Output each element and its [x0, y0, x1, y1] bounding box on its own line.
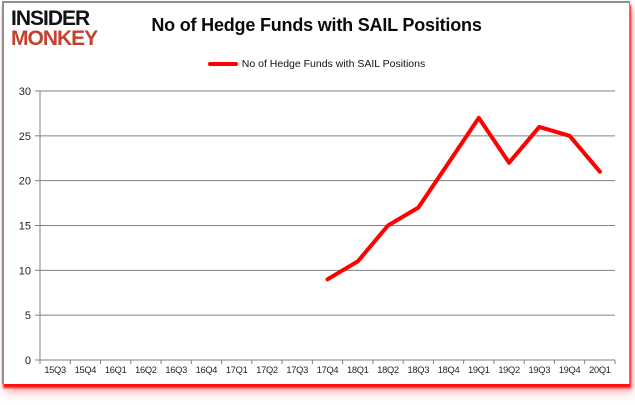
legend-label: No of Hedge Funds with SAIL Positions: [241, 58, 426, 70]
x-axis-label: 17Q4: [317, 365, 339, 375]
y-axis-label: 25: [19, 131, 31, 143]
legend: No of Hedge Funds with SAIL Positions: [4, 58, 629, 70]
y-axis-label: 30: [19, 86, 31, 98]
y-axis-label: 15: [19, 221, 31, 233]
x-axis-label: 19Q2: [498, 365, 520, 375]
x-axis-label: 18Q1: [347, 365, 369, 375]
y-axis-label: 20: [19, 176, 31, 188]
x-axis-label: 19Q3: [529, 365, 551, 375]
y-axis-label: 0: [25, 355, 31, 367]
chart-card: 0 5 10 15 20 25 30 15Q3 15Q4 16Q1 16Q2 16Q3 16Q4 17Q1…: [2, 1, 630, 384]
x-axis-label: 18Q3: [408, 365, 430, 375]
chart-title: No of Hedge Funds with SAIL Positions: [151, 15, 482, 35]
logo-text-insider: INSIDER: [11, 7, 90, 30]
x-axis-label: 18Q4: [438, 365, 460, 375]
logo-text-monkey: MONKEY: [11, 26, 98, 50]
x-axis-label: 20Q1: [589, 365, 611, 375]
x-axis-label: 19Q4: [559, 365, 581, 375]
x-axis-label: 16Q3: [165, 365, 187, 375]
x-axis-label: 15Q4: [75, 365, 97, 375]
x-axis-label: 17Q1: [226, 365, 248, 375]
x-axis-label: 19Q1: [468, 365, 490, 375]
y-axis-label: 5: [25, 310, 31, 322]
x-axis-label: 15Q3: [44, 365, 66, 375]
insider-monkey-logo: INSIDER MONKEY: [11, 7, 98, 50]
x-axis-label: 18Q2: [377, 365, 399, 375]
line-chart-plot: 0 5 10 15 20 25 30 15Q3 15Q4 16Q1 16Q2 16Q3 16Q4 17Q1…: [19, 86, 616, 375]
x-axis-label: 16Q1: [105, 365, 127, 375]
x-axis-label: 17Q3: [286, 365, 308, 375]
series-line: [325, 115, 602, 282]
x-axis-label: 16Q2: [135, 365, 157, 375]
x-axis-label: 17Q2: [256, 365, 278, 375]
x-axis-label: 16Q4: [196, 365, 218, 375]
y-axis-label: 10: [19, 265, 31, 277]
legend-line-swatch: [207, 62, 238, 66]
